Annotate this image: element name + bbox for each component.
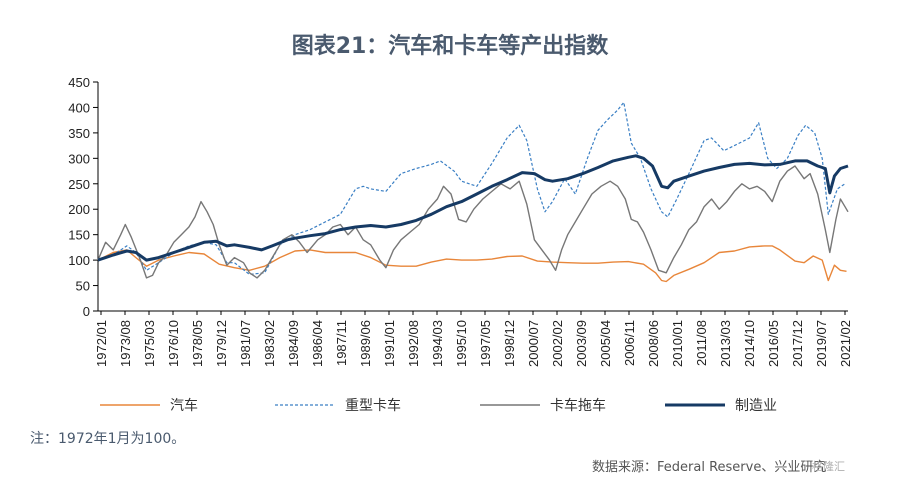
chart-note: 注：1972年1月为100。 [30, 431, 186, 447]
x-tick-label: 2017/12 [790, 320, 805, 367]
legend-label-1: 汽车 [170, 397, 198, 414]
x-tick-label: 1978/05 [190, 320, 205, 367]
x-tick-label: 2005/04 [598, 320, 613, 367]
x-tick-label: 1992/08 [406, 320, 421, 367]
x-tick-label: 2000/07 [526, 320, 541, 367]
data-source: 数据来源：Federal Reserve、兴业研究 [592, 460, 827, 475]
x-tick-label: 1975/03 [142, 320, 157, 367]
series-line-4 [97, 154, 849, 262]
x-tick-label: 2006/11 [622, 320, 637, 366]
x-tick-label: 2008/06 [646, 320, 661, 367]
x-tick-label: 1973/08 [118, 320, 133, 367]
x-tick-label: 1984/09 [286, 320, 301, 367]
x-tick-label: 2016/05 [766, 320, 781, 367]
watermark-text: 格隆汇 [812, 460, 845, 473]
y-tick-label: 350 [68, 126, 90, 141]
y-tick-label: 50 [76, 279, 90, 294]
y-tick-label: 150 [68, 228, 90, 243]
x-tick-label: 1991/01 [382, 320, 397, 367]
x-tick-label: 2019/07 [814, 320, 829, 367]
y-tick-label: 400 [68, 100, 90, 115]
y-tick-label: 100 [68, 253, 90, 268]
x-tick-label: 2003/09 [574, 320, 589, 367]
x-tick-label: 1981/07 [238, 320, 253, 367]
x-tick-label: 1986/04 [310, 320, 325, 367]
chart-title: 图表21：汽车和卡车等产出指数 [291, 34, 609, 59]
x-tick-label: 2011/08 [694, 320, 709, 366]
x-tick-label: 1983/02 [262, 320, 277, 367]
x-tick-label: 1976/10 [166, 320, 181, 367]
x-tick-label: 1987/11 [334, 320, 349, 366]
series-line-1 [97, 245, 847, 283]
line-chart: 0 50 100 150 200 250 300 350 400 450 1972/01 1973/0… [68, 75, 853, 414]
legend-label-3: 卡车拖车 [550, 397, 606, 414]
y-tick-label: 250 [68, 177, 90, 192]
x-tick-label: 1995/10 [454, 320, 469, 367]
x-tick-label: 1997/05 [478, 320, 493, 367]
legend: 汽车 重型卡车 卡车拖车 制造业 [100, 397, 777, 414]
x-tick-label: 2013/03 [718, 320, 733, 367]
series-line-2 [97, 101, 846, 275]
series-line-3 [97, 165, 849, 279]
axes: 0 50 100 150 200 250 300 350 400 450 1972/01 1973/0… [68, 75, 853, 367]
x-tick-label: 2010/01 [670, 320, 685, 367]
x-tick-label: 2014/10 [742, 320, 757, 367]
x-tick-label: 2002/02 [550, 320, 565, 367]
x-tick-label: 1972/01 [94, 320, 109, 367]
x-tick-label: 1998/12 [502, 320, 517, 367]
x-tick-label: 1979/12 [214, 320, 229, 367]
legend-label-2: 重型卡车 [345, 397, 401, 414]
legend-label-4: 制造业 [735, 398, 777, 414]
x-tick-label: 1989/06 [358, 320, 373, 367]
y-tick-label: 450 [68, 75, 90, 90]
x-tick-label: 2021/02 [838, 320, 853, 367]
series-layer [97, 101, 849, 283]
y-tick-label: 200 [68, 202, 90, 217]
y-tick-label: 0 [83, 304, 90, 319]
y-tick-label: 300 [68, 151, 90, 166]
x-tick-label: 1994/03 [430, 320, 445, 367]
